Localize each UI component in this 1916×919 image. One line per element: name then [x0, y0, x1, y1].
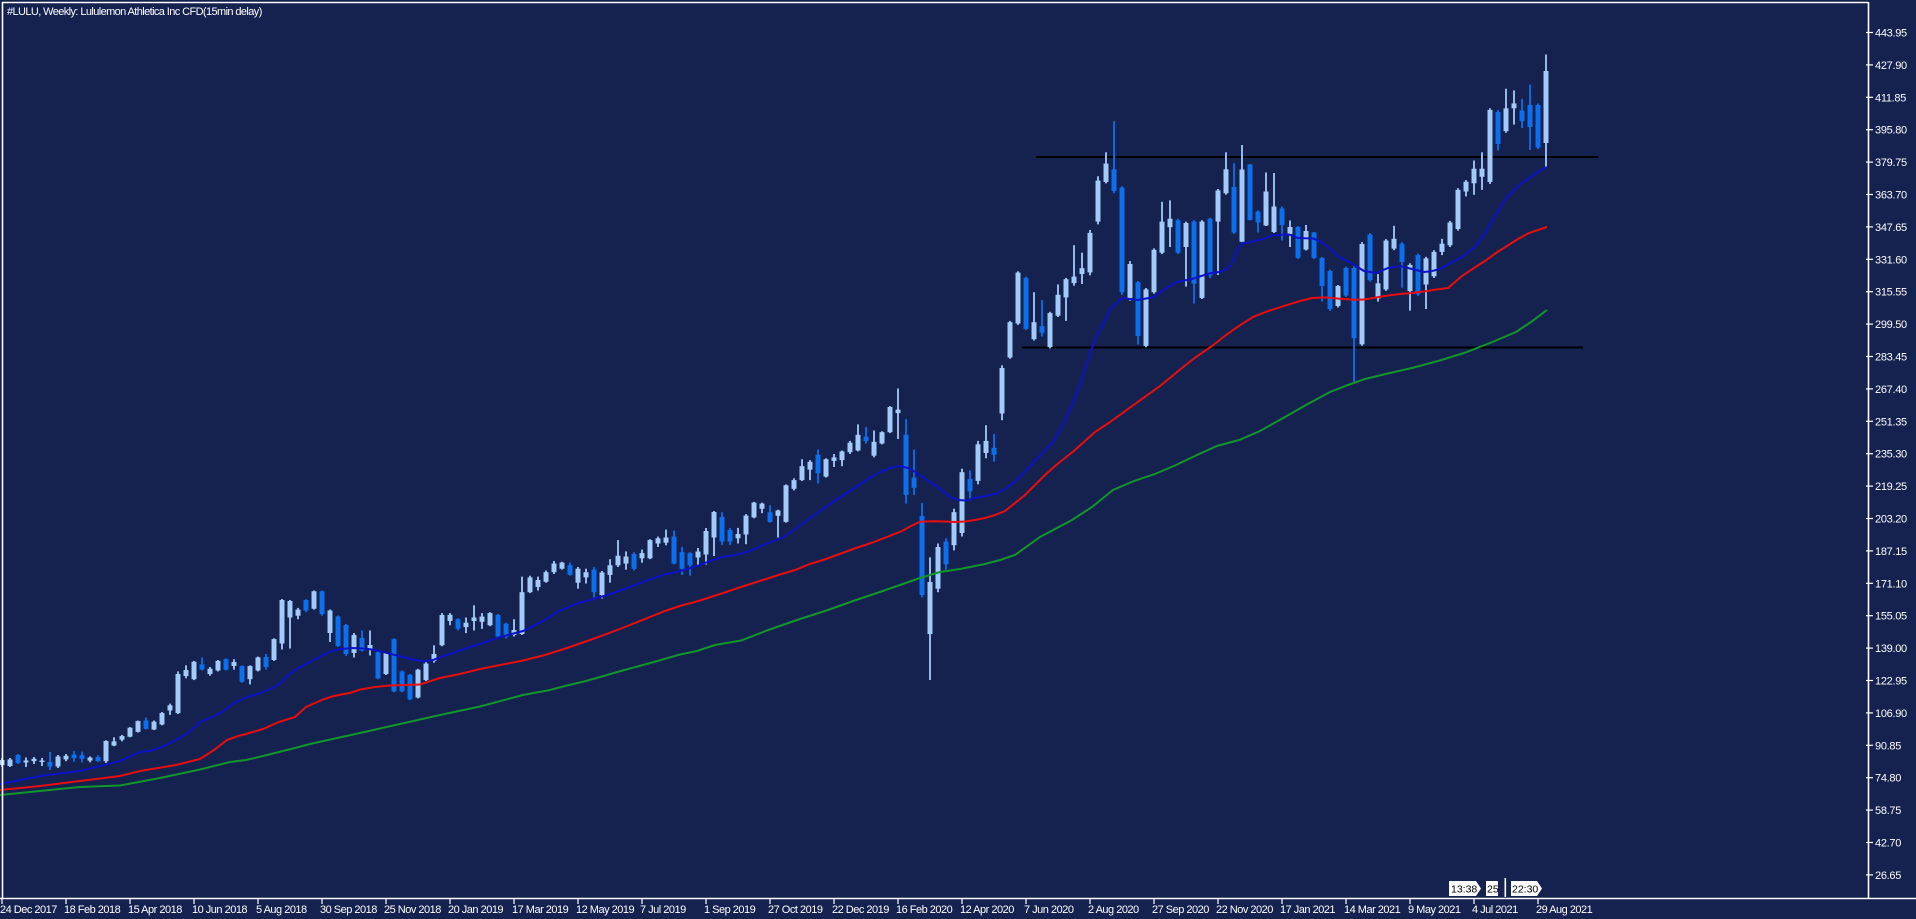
svg-text:139.00: 139.00	[1875, 643, 1907, 655]
svg-text:27 Oct 2019: 27 Oct 2019	[768, 904, 823, 916]
svg-text:315.55: 315.55	[1875, 287, 1907, 299]
svg-text:2 Aug 2020: 2 Aug 2020	[1088, 904, 1139, 916]
svg-text:331.60: 331.60	[1875, 254, 1907, 266]
svg-text:5 Aug 2018: 5 Aug 2018	[256, 904, 307, 916]
svg-text:155.05: 155.05	[1875, 611, 1907, 623]
svg-text:12 May 2019: 12 May 2019	[576, 904, 634, 916]
svg-text:395.80: 395.80	[1875, 125, 1907, 137]
svg-text:122.95: 122.95	[1875, 676, 1907, 688]
svg-text:42.70: 42.70	[1875, 838, 1901, 850]
svg-text:347.65: 347.65	[1875, 222, 1907, 234]
svg-text:283.45: 283.45	[1875, 352, 1907, 364]
svg-text:12 Apr 2020: 12 Apr 2020	[960, 904, 1014, 916]
svg-text:411.85: 411.85	[1875, 92, 1906, 104]
svg-text:29 Aug 2021: 29 Aug 2021	[1536, 904, 1593, 916]
svg-text:171.10: 171.10	[1875, 578, 1907, 590]
svg-text:90.85: 90.85	[1875, 740, 1901, 752]
svg-text:203.20: 203.20	[1875, 514, 1907, 526]
svg-text:17 Jan 2021: 17 Jan 2021	[1280, 904, 1335, 916]
svg-text:20 Jan 2019: 20 Jan 2019	[448, 904, 503, 916]
svg-text:235.30: 235.30	[1875, 449, 1907, 461]
svg-text:427.90: 427.90	[1875, 60, 1907, 72]
svg-text:4 Jul 2021: 4 Jul 2021	[1472, 904, 1518, 916]
svg-text:25: 25	[1487, 884, 1499, 896]
svg-text:267.40: 267.40	[1875, 384, 1907, 396]
svg-text:15 Apr 2018: 15 Apr 2018	[128, 904, 182, 916]
svg-text:379.75: 379.75	[1875, 157, 1907, 169]
svg-text:22:30: 22:30	[1512, 884, 1538, 896]
svg-text:30 Sep 2018: 30 Sep 2018	[320, 904, 377, 916]
svg-text:24 Dec 2017: 24 Dec 2017	[0, 904, 57, 916]
svg-text:22 Dec 2019: 22 Dec 2019	[832, 904, 889, 916]
svg-text:26.65: 26.65	[1875, 870, 1901, 882]
svg-text:74.80: 74.80	[1875, 773, 1901, 785]
svg-text:18 Feb 2018: 18 Feb 2018	[64, 904, 121, 916]
svg-text:58.75: 58.75	[1875, 805, 1901, 817]
svg-text:106.90: 106.90	[1875, 708, 1907, 720]
svg-text:14 Mar 2021: 14 Mar 2021	[1344, 904, 1401, 916]
svg-text:363.70: 363.70	[1875, 190, 1907, 202]
svg-text:#LULU, Weekly: Lululemon Athl: #LULU, Weekly: Lululemon Athletica Inc C…	[7, 6, 262, 18]
svg-text:22 Nov 2020: 22 Nov 2020	[1216, 904, 1273, 916]
svg-text:219.25: 219.25	[1875, 481, 1907, 493]
svg-text:187.15: 187.15	[1875, 546, 1907, 558]
svg-text:443.95: 443.95	[1875, 28, 1907, 40]
svg-text:1 Sep 2019: 1 Sep 2019	[704, 904, 756, 916]
svg-text:13:38: 13:38	[1451, 884, 1477, 896]
svg-text:299.50: 299.50	[1875, 319, 1907, 331]
svg-text:10 Jun 2018: 10 Jun 2018	[192, 904, 247, 916]
svg-text:7 Jul 2019: 7 Jul 2019	[640, 904, 686, 916]
svg-text:16 Feb 2020: 16 Feb 2020	[896, 904, 953, 916]
svg-text:17 Mar 2019: 17 Mar 2019	[512, 904, 569, 916]
svg-text:27 Sep 2020: 27 Sep 2020	[1152, 904, 1209, 916]
svg-text:25 Nov 2018: 25 Nov 2018	[384, 904, 441, 916]
svg-text:251.35: 251.35	[1875, 416, 1907, 428]
svg-text:9 May 2021: 9 May 2021	[1408, 904, 1461, 916]
svg-text:7 Jun 2020: 7 Jun 2020	[1024, 904, 1074, 916]
